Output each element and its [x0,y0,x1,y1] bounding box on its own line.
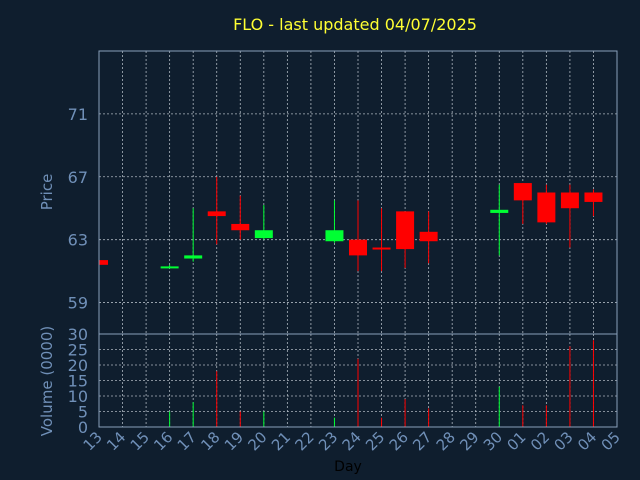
volume-tick-label: 0 [78,418,88,437]
x-tick-label: 23 [315,428,341,454]
x-tick-label: 14 [103,428,129,454]
x-tick-label: 24 [339,428,365,454]
candle-body [372,247,391,250]
candle-body [584,192,603,202]
volume-axis-label: Volume (0000) [38,326,56,436]
price-tick-label: 71 [68,105,88,124]
x-tick-label: 22 [292,428,318,454]
candles [98,176,603,272]
x-tick-label: 04 [574,428,600,454]
x-tick-label: 01 [503,428,529,454]
candle-body [349,239,367,256]
x-tick-label: 29 [456,428,482,454]
volume-tick-label: 30 [68,325,88,344]
x-tick-label: 18 [197,428,223,454]
x-tick-label: 03 [551,428,577,454]
volume-bars [169,340,594,427]
x-axis-label: Day [334,459,362,475]
price-tick-label: 63 [68,231,88,250]
x-tick-label: 05 [598,428,624,454]
volume-panel-frame [98,333,618,428]
price-tick-labels: 59 63 67 71 [68,105,88,313]
volume-tick-label: 5 [78,403,88,422]
chart-title: FLO - last updated 04/07/2025 [233,15,477,34]
volume-tick-label: 15 [68,372,88,391]
candle-body [184,255,203,259]
candle-body [490,209,509,213]
x-tick-labels: 1314151617181920212223242526272829300102… [80,428,624,454]
volume-tick-label: 25 [68,341,88,360]
candle-body [396,211,415,250]
volume-tick-label: 10 [68,387,88,406]
x-tick-label: 28 [433,428,459,454]
x-tick-label: 16 [150,428,176,454]
price-axis-label: Price [38,174,56,211]
x-tick-label: 26 [386,428,412,454]
x-tick-label: 02 [527,428,553,454]
candle-body [537,192,556,223]
x-tick-label: 20 [244,428,270,454]
x-tick-label: 15 [127,428,153,454]
candle-body [99,260,108,265]
volume-tick-label: 20 [68,356,88,375]
candle-body [513,183,532,201]
x-tick-label: 17 [174,428,200,454]
candle-body [419,231,438,242]
candle-body [254,230,273,239]
candle-body [207,211,226,217]
candle-body [160,266,179,269]
price-tick-label: 59 [68,294,88,313]
candle-body [325,230,344,242]
x-tick-label: 21 [268,428,294,454]
candle-body [231,223,250,231]
candle-body [560,192,579,209]
x-tick-label: 27 [409,428,435,454]
x-tick-label: 25 [362,428,388,454]
price-tick-label: 67 [68,168,88,187]
x-tick-label: 19 [221,428,247,454]
x-tick-label: 30 [480,428,506,454]
